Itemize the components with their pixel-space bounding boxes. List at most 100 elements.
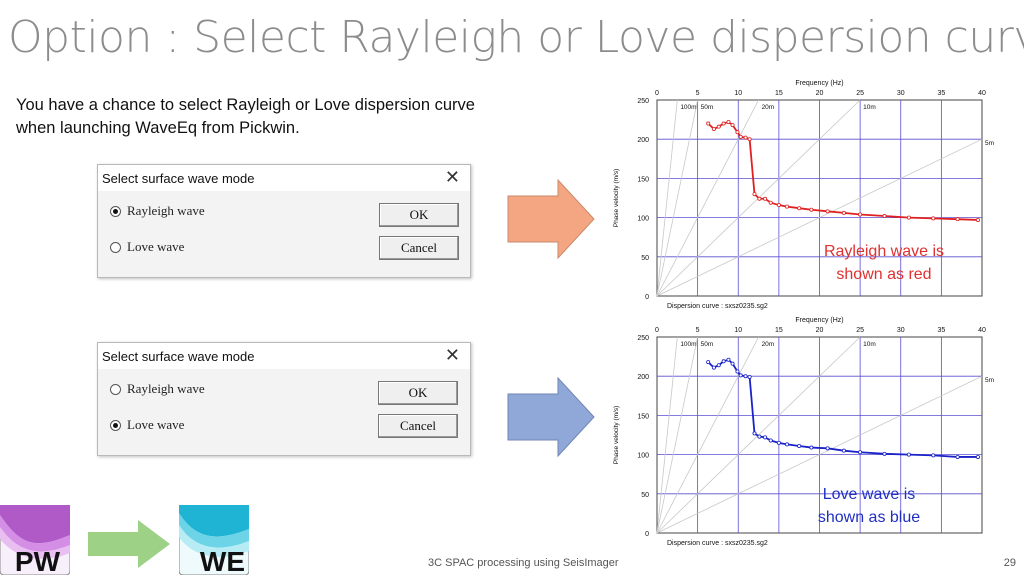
data-point xyxy=(747,374,752,379)
close-icon[interactable]: ✕ xyxy=(444,167,460,187)
cancel-button[interactable]: Cancel xyxy=(379,236,459,260)
data-point xyxy=(743,374,748,379)
x-tick-label: 25 xyxy=(856,90,864,97)
data-point xyxy=(784,442,789,447)
radio-dot-icon[interactable] xyxy=(110,419,121,431)
x-tick-label: 20 xyxy=(816,90,824,97)
x-tick-label: 15 xyxy=(775,327,783,334)
radio-dot-icon[interactable] xyxy=(110,241,121,253)
wavelength-line xyxy=(656,99,699,297)
mode-dialog-rayleigh: Select surface wave mode ✕ Rayleigh wave… xyxy=(97,164,471,278)
data-point xyxy=(730,361,735,366)
data-point xyxy=(841,210,846,215)
chart-caption: Dispersion curve : sxsz0235.sg2 xyxy=(667,540,768,547)
wavelength-label: 10m xyxy=(863,341,876,348)
data-point xyxy=(955,454,960,459)
data-point xyxy=(735,130,740,135)
x-tick-label: 0 xyxy=(655,327,659,334)
data-point xyxy=(726,119,731,124)
y-tick-label: 0 xyxy=(645,294,649,301)
wavelength-label: 10m xyxy=(863,104,876,111)
y-tick-label: 50 xyxy=(641,492,649,499)
data-point xyxy=(797,443,802,448)
ok-button[interactable]: OK xyxy=(378,381,458,405)
arrow-right-icon xyxy=(507,376,595,458)
data-point xyxy=(711,127,716,132)
data-point xyxy=(716,363,721,368)
wavelength-label: 5m xyxy=(985,377,994,384)
intro-text: You have a chance to select Rayleigh or … xyxy=(16,96,475,137)
radio-label: Love wave xyxy=(127,417,185,432)
y-tick-label: 50 xyxy=(641,255,649,262)
chart-title: Frequency (Hz) xyxy=(795,317,843,324)
wavelength-line xyxy=(656,375,983,534)
cancel-button[interactable]: Cancel xyxy=(378,414,458,438)
wavelength-label: 5m xyxy=(985,140,994,147)
wavelength-line xyxy=(656,99,678,297)
data-point xyxy=(858,212,863,217)
dialog-titlebar: Select surface wave mode ✕ xyxy=(98,343,470,369)
data-point xyxy=(825,446,830,451)
x-tick-label: 15 xyxy=(775,90,783,97)
love-note: Love wave is shown as blue xyxy=(817,486,921,526)
we-text: WE xyxy=(200,546,245,575)
radio-dot-icon[interactable] xyxy=(110,383,121,395)
wavelength-line xyxy=(656,336,759,534)
wavelength-label: 100m xyxy=(680,341,696,348)
data-point xyxy=(721,121,726,126)
dialog-titlebar: Select surface wave mode ✕ xyxy=(98,165,470,191)
data-point xyxy=(975,454,980,459)
radio-rayleigh[interactable]: Rayleigh wave xyxy=(110,203,205,219)
data-point xyxy=(931,453,936,458)
data-point xyxy=(776,440,781,445)
pickwin-logo: PW xyxy=(0,504,71,577)
footer-text: 3C SPAC processing using SeisImager xyxy=(428,557,619,569)
data-point xyxy=(738,134,743,139)
dialog-title: Select surface wave mode xyxy=(102,349,255,364)
radio-love[interactable]: Love wave xyxy=(110,417,184,433)
x-tick-label: 35 xyxy=(937,90,945,97)
data-point xyxy=(738,373,743,378)
data-point xyxy=(711,365,716,370)
data-point xyxy=(706,121,711,126)
data-point xyxy=(768,200,773,205)
y-tick-label: 150 xyxy=(637,413,649,420)
data-point xyxy=(757,434,762,439)
data-point xyxy=(858,450,863,455)
radio-rayleigh[interactable]: Rayleigh wave xyxy=(110,381,205,397)
x-tick-label: 5 xyxy=(696,327,700,334)
y-tick-label: 100 xyxy=(637,216,649,223)
data-point xyxy=(747,137,752,142)
x-tick-label: 10 xyxy=(734,327,742,334)
waveeq-logo: WE xyxy=(178,504,250,577)
radio-dot-icon[interactable] xyxy=(110,205,121,217)
close-icon[interactable]: ✕ xyxy=(444,345,460,365)
data-point xyxy=(906,452,911,457)
x-tick-label: 40 xyxy=(978,327,986,334)
arrow-right-icon xyxy=(507,178,595,260)
y-tick-label: 100 xyxy=(637,453,649,460)
y-tick-label: 200 xyxy=(637,374,649,381)
rayleigh-dispersion-chart: 0 5 10 15 20 25 30 35 40 0 50 100 150 200 250 100m 50m 20… xyxy=(613,80,994,310)
data-point xyxy=(757,196,762,201)
data-point xyxy=(752,431,757,436)
wavelength-label: 20m xyxy=(762,104,775,111)
data-point xyxy=(975,217,980,222)
wavelength-line xyxy=(656,99,759,297)
data-point xyxy=(809,207,814,212)
x-tick-label: 30 xyxy=(897,90,905,97)
wavelength-label: 100m xyxy=(680,104,696,111)
ok-button[interactable]: OK xyxy=(379,203,459,227)
radio-love[interactable]: Love wave xyxy=(110,239,184,255)
data-point xyxy=(726,357,731,362)
x-tick-label: 35 xyxy=(937,327,945,334)
radio-label: Rayleigh wave xyxy=(127,381,205,396)
y-tick-label: 150 xyxy=(637,176,649,183)
wavelength-line xyxy=(656,336,678,534)
mode-dialog-love: Select surface wave mode ✕ Rayleigh wave… xyxy=(97,342,471,456)
data-point xyxy=(716,124,721,129)
data-point xyxy=(763,196,768,201)
page-number: 29 xyxy=(1003,557,1016,569)
radio-label: Love wave xyxy=(127,239,185,254)
data-point xyxy=(706,360,711,365)
